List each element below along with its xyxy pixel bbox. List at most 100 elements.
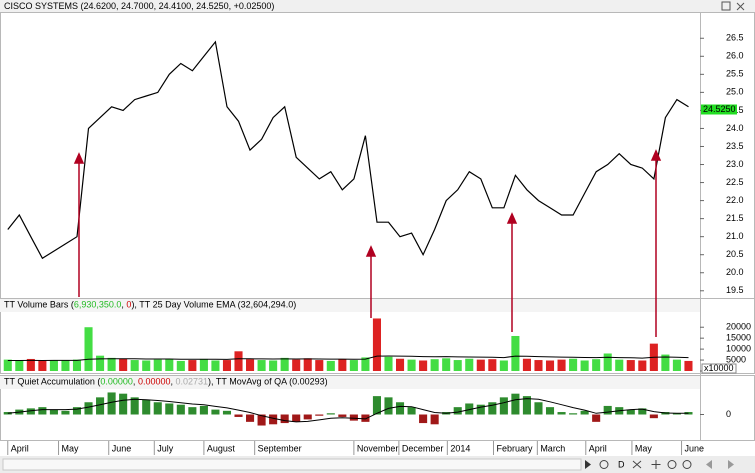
bar — [465, 403, 474, 415]
bar — [395, 402, 405, 415]
bar — [26, 408, 35, 415]
bar — [199, 358, 208, 371]
bar — [638, 408, 647, 415]
period-button[interactable]: D — [618, 459, 625, 469]
bar — [315, 414, 324, 416]
bar — [372, 396, 381, 415]
bar — [511, 335, 520, 371]
bar — [315, 360, 324, 371]
x-tick-label: September — [258, 443, 302, 453]
chart-title: CISCO SYSTEMS (24.6200, 24.7000, 24.4100… — [4, 1, 274, 11]
bar — [269, 360, 278, 371]
forward-button[interactable] — [728, 460, 734, 469]
bar — [153, 359, 162, 371]
legend-part: , — [133, 377, 138, 387]
x-tick-label: June — [685, 443, 705, 453]
close-button[interactable] — [736, 2, 745, 11]
y-tick-label: 20.5 — [726, 249, 744, 259]
maximize-button[interactable] — [721, 1, 731, 11]
y-tick-label: 25.5 — [726, 69, 744, 79]
bar — [361, 357, 370, 371]
unit-label: x10000 — [704, 363, 734, 373]
y-tick-label: 23.5 — [726, 141, 744, 151]
bar — [453, 407, 462, 415]
last-price-tag — [701, 104, 737, 115]
bar — [407, 407, 416, 415]
qa-header — [0, 376, 700, 389]
bar — [49, 360, 58, 371]
pan-button[interactable] — [651, 460, 661, 469]
bar — [96, 355, 105, 371]
legend-part: , — [121, 300, 126, 310]
bar — [280, 414, 289, 424]
bar — [349, 414, 358, 421]
x-tick-label: May — [62, 443, 80, 453]
x-tick-label: December — [402, 443, 444, 453]
bar — [361, 414, 370, 422]
bar — [603, 405, 612, 415]
bar — [522, 396, 531, 415]
bar — [580, 360, 589, 371]
bar — [130, 360, 139, 371]
bar — [453, 360, 462, 371]
bar — [430, 359, 439, 371]
y-tick-label: 15000 — [726, 333, 751, 343]
bar — [222, 410, 232, 415]
volume-header — [0, 299, 700, 312]
refresh-button[interactable] — [599, 460, 609, 469]
bar — [476, 359, 485, 371]
bar — [176, 360, 185, 371]
bar — [107, 357, 116, 371]
bar — [326, 360, 335, 371]
bar — [15, 360, 24, 371]
legend-part: 0.00000 — [138, 377, 171, 387]
bar — [211, 409, 220, 415]
bar — [292, 414, 301, 422]
legend-part: ), TT 25 Day Volume EMA (32,604,294.0) — [131, 300, 296, 310]
bar — [3, 412, 12, 415]
bar — [557, 359, 566, 371]
average-line — [7, 355, 689, 362]
average-line — [7, 398, 689, 423]
bar — [142, 399, 151, 415]
bar — [153, 402, 162, 415]
x-tick-label: April — [589, 443, 607, 453]
zoom-in-button[interactable] — [682, 460, 692, 469]
bar — [130, 397, 139, 415]
x-tick-label: June — [112, 443, 132, 453]
y-tick-label: 25.0 — [726, 87, 744, 97]
x-tick-label: 2014 — [450, 443, 470, 453]
y-tick-label: 19.5 — [726, 285, 744, 295]
x-tick-label: August — [207, 443, 236, 453]
bar — [569, 358, 578, 371]
bar — [246, 359, 255, 371]
bar — [119, 393, 128, 415]
bar — [488, 402, 497, 415]
bar — [557, 412, 566, 415]
y-tick-label: 24.0 — [726, 123, 744, 133]
arrow-head — [650, 149, 662, 161]
bar — [176, 404, 185, 415]
bar — [38, 407, 47, 415]
scroll-right-button[interactable] — [585, 460, 591, 469]
y-tick-label: 26.5 — [726, 33, 744, 43]
legend-part: TT Quiet Accumulation ( — [4, 377, 100, 387]
bar — [234, 351, 243, 371]
bar — [430, 414, 439, 425]
legend-part: 0 — [126, 300, 131, 310]
bar — [280, 357, 289, 371]
y-tick-label: 20000 — [726, 322, 751, 332]
bar — [384, 397, 393, 415]
legend-part: 0.02731 — [176, 377, 209, 387]
bar — [545, 407, 555, 415]
crosshair-button[interactable] — [632, 460, 642, 469]
bar — [349, 360, 358, 371]
bar — [246, 414, 255, 422]
back-button[interactable] — [706, 460, 712, 469]
zoom-out-button[interactable] — [667, 460, 677, 469]
scrollbar[interactable] — [2, 458, 582, 471]
bar — [592, 414, 601, 422]
bar — [188, 407, 197, 415]
bar — [61, 360, 70, 371]
bar — [592, 359, 601, 371]
